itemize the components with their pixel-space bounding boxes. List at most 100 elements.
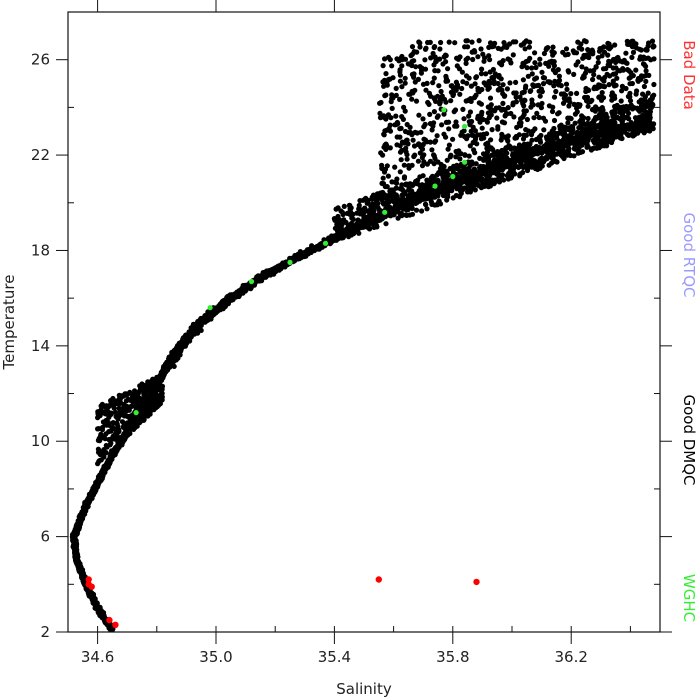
dmqc-point [347, 202, 353, 209]
dmqc-point [472, 187, 478, 193]
dmqc-point [487, 183, 493, 189]
dmqc-point [357, 225, 363, 231]
dmqc-point [103, 431, 109, 437]
dmqc-point [120, 424, 126, 430]
dmqc-point [549, 160, 555, 166]
dmqc-point [427, 111, 433, 117]
dmqc-point [389, 63, 395, 69]
dmqc-point [103, 450, 109, 456]
dmqc-point [130, 419, 136, 425]
dmqc-point [428, 199, 434, 205]
dmqc-point [466, 165, 472, 171]
dmqc-point [401, 162, 407, 168]
dmqc-point [585, 115, 591, 122]
dmqc-point [430, 80, 436, 86]
dmqc-point [444, 197, 450, 203]
dmqc-point [380, 63, 386, 69]
dmqc-point [107, 410, 113, 416]
scatter-points [69, 38, 657, 632]
dmqc-point [585, 120, 591, 126]
dmqc-point [438, 88, 444, 95]
dmqc-point [401, 175, 407, 181]
dmqc-point [577, 149, 584, 155]
dmqc-point [520, 154, 526, 160]
dmqc-point [423, 202, 429, 208]
dmqc-point [434, 202, 440, 208]
dmqc-point [392, 164, 398, 170]
dmqc-point [539, 163, 545, 169]
dmqc-point [146, 403, 152, 409]
dmqc-point [139, 381, 145, 387]
dmqc-point [373, 201, 379, 207]
dmqc-point [127, 389, 133, 395]
dmqc-point [551, 94, 558, 100]
dmqc-point [118, 395, 124, 401]
dmqc-point [377, 210, 383, 216]
dmqc-point [109, 448, 115, 454]
dmqc-point [112, 431, 118, 437]
dmqc-point [413, 207, 420, 213]
dmqc-point [359, 207, 365, 213]
dmqc-point [304, 247, 311, 253]
plot-area [69, 38, 657, 632]
dmqc-point [452, 40, 458, 46]
dmqc-point [341, 203, 347, 209]
dmqc-point [492, 177, 498, 183]
dmqc-point [108, 440, 114, 446]
dmqc-point [153, 405, 159, 411]
dmqc-point [132, 402, 138, 408]
dmqc-point [418, 195, 424, 201]
dmqc-point [409, 202, 415, 208]
dmqc-point [355, 217, 361, 223]
dmqc-point [458, 187, 464, 193]
dmqc-point [571, 153, 577, 159]
dmqc-point [156, 381, 162, 387]
dmqc-point [348, 209, 354, 215]
dmqc-point [98, 407, 104, 413]
dmqc-point [563, 81, 570, 87]
dmqc-point [367, 210, 373, 216]
dmqc-point [350, 222, 356, 228]
dmqc-point [143, 399, 149, 405]
dmqc-point [95, 426, 101, 432]
dmqc-point [109, 397, 115, 403]
dmqc-point [402, 189, 408, 195]
dmqc-point [383, 221, 389, 227]
dmqc-point [150, 376, 156, 382]
dmqc-point [554, 159, 560, 165]
dmqc-point [131, 426, 137, 432]
dmqc-point [465, 189, 471, 195]
dmqc-point [144, 384, 150, 390]
dmqc-point [610, 120, 616, 126]
dmqc-point [510, 151, 516, 157]
dmqc-point [122, 392, 128, 398]
dmqc-point [477, 155, 483, 161]
dmqc-point [95, 461, 101, 467]
dmqc-point [356, 230, 362, 236]
dmqc-point [375, 214, 381, 220]
dmqc-point [333, 206, 339, 212]
dmqc-point [157, 394, 163, 400]
dmqc-point [125, 432, 131, 438]
dmqc-point [398, 211, 404, 217]
dmqc-point [391, 212, 397, 218]
dmqc-point [126, 413, 132, 420]
dmqc-point [387, 204, 393, 210]
dmqc-point [126, 407, 132, 413]
dmqc-point [649, 95, 655, 101]
dmqc-point [420, 116, 426, 122]
dmqc-point [479, 66, 485, 72]
dmqc-point [158, 387, 164, 394]
dmqc-point [115, 416, 121, 422]
dmqc-point [337, 221, 343, 227]
dmqc-point [98, 457, 104, 463]
dmqc-point [148, 398, 154, 404]
dmqc-point [517, 171, 524, 177]
dmqc-point [141, 390, 147, 396]
dmqc-point [397, 78, 403, 84]
dmqc-point [138, 386, 144, 392]
dmqc-point [473, 74, 480, 80]
dmqc-point [370, 192, 377, 198]
dmqc-point [134, 395, 140, 401]
